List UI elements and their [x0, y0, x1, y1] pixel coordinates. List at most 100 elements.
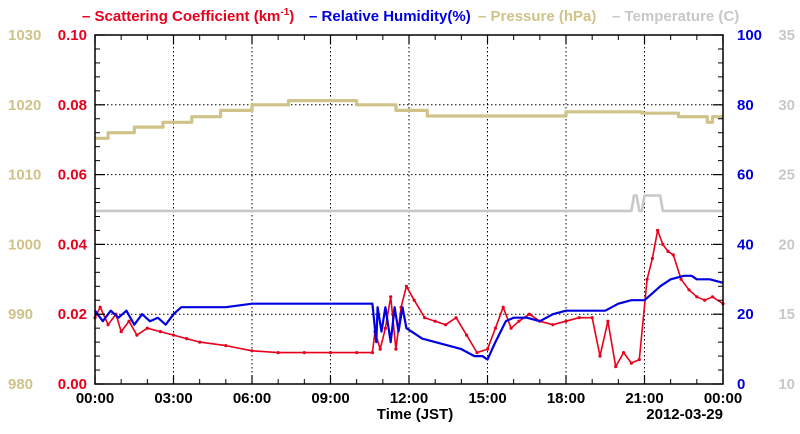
scattering-point: [98, 305, 102, 309]
scattering-point: [527, 312, 532, 316]
y-tick-label-humidity: 100: [737, 27, 762, 44]
y-axis-pressure: 980 990 1000 1010 1020 1030: [8, 27, 41, 393]
scattering-point: [106, 323, 110, 327]
scattering-point: [517, 319, 521, 323]
scattering-point: [145, 326, 149, 330]
legend-pressure-dash: –: [478, 8, 491, 25]
y-tick-label-temperature: 25: [778, 167, 795, 184]
scattering-point: [622, 351, 626, 355]
scattering-point: [404, 284, 408, 288]
legend-scattering-sup: -1: [280, 7, 289, 18]
scattering-point: [598, 354, 602, 358]
scattering-point: [328, 351, 333, 355]
y-tick-label-pressure: 1010: [8, 167, 41, 184]
y-tick-label-temperature: 35: [778, 27, 795, 44]
scattering-point: [185, 337, 189, 341]
series-line-humidity: [94, 274, 724, 361]
y-tick-label-scattering: 0.00: [58, 376, 87, 393]
legend-scattering-suffix: ): [289, 8, 294, 25]
legend-humidity: – Relative Humidity(%): [309, 8, 471, 25]
scattering-point: [475, 351, 479, 355]
y-tick-label-humidity: 20: [737, 306, 754, 323]
scattering-point: [412, 298, 416, 302]
scattering-point: [198, 340, 202, 344]
scattering-point: [378, 347, 382, 351]
scattering-point: [564, 319, 568, 323]
scattering-point: [614, 365, 618, 369]
y-tick-label-scattering: 0.06: [58, 167, 87, 184]
y-tick-label-humidity: 40: [737, 236, 754, 253]
scattering-point: [671, 253, 675, 257]
y-axis-temperature: 10 15 20 25 30 35: [778, 27, 795, 393]
legend: – Scattering Coefficient (km-1) – Relati…: [82, 7, 739, 25]
scattering-point: [127, 319, 131, 323]
legend-humidity-dash: –: [309, 8, 322, 25]
scattering-point: [710, 295, 715, 299]
y-tick-label-humidity: 80: [737, 97, 754, 114]
scattering-point: [485, 347, 490, 351]
scattering-point: [383, 326, 387, 330]
x-tick-label: 00:00: [76, 390, 114, 407]
legend-scattering: – Scattering Coefficient (km-1): [82, 7, 294, 25]
scattering-point: [135, 333, 139, 337]
scattering-point: [606, 319, 610, 323]
series-line-scattering: [94, 229, 724, 368]
scattering-point: [389, 295, 393, 299]
scattering-point: [444, 323, 448, 327]
scattering-point: [687, 288, 691, 292]
y-tick-label-pressure: 990: [8, 306, 33, 323]
scattering-point: [158, 330, 162, 334]
scattering-point: [423, 316, 427, 320]
scattering-point: [577, 316, 581, 320]
y-tick-label-temperature: 15: [778, 306, 795, 323]
legend-humidity-label: Relative Humidity(%): [322, 8, 471, 25]
y-tick-label-pressure: 1030: [8, 27, 41, 44]
series-line-pressure: [95, 98, 723, 140]
scattering-point: [650, 256, 655, 260]
scattering-point: [370, 351, 374, 355]
date-label: 2012-03-29: [646, 406, 723, 423]
x-tick-label: 21:00: [625, 390, 663, 407]
scattering-point: [637, 358, 641, 362]
legend-scattering-label: Scattering Coefficient (km: [95, 8, 281, 25]
scattering-point: [250, 349, 254, 353]
y-tick-label-humidity: 60: [737, 167, 754, 184]
x-tick-label: 12:00: [390, 390, 428, 407]
scattering-point: [656, 228, 660, 232]
legend-pressure-label: Pressure (hPa): [491, 8, 597, 25]
x-axis: 00:00 03:00 06:00 09:00 12:00 15:00 18:00 21:00…: [76, 35, 742, 407]
scattering-point: [433, 319, 437, 323]
scattering-point: [661, 242, 665, 246]
y-tick-label-temperature: 10: [778, 376, 795, 393]
series-line-temperature: [95, 194, 723, 213]
x-axis-title: Time (JST): [377, 406, 453, 423]
scattering-point: [590, 316, 594, 320]
y-tick-label-scattering: 0.08: [58, 97, 87, 114]
grid: [95, 35, 723, 384]
y-tick-label-pressure: 1000: [8, 236, 41, 253]
scattering-point: [465, 333, 469, 337]
x-tick-label: 15:00: [468, 390, 506, 407]
x-tick-label: 18:00: [547, 390, 585, 407]
y-tick-label-pressure: 1020: [8, 97, 41, 114]
x-tick-label: 03:00: [154, 390, 192, 407]
legend-temperature-suffix: C): [723, 8, 739, 25]
series-layer: [93, 98, 725, 369]
scattering-point: [509, 326, 513, 330]
scattering-point: [679, 277, 683, 281]
scattering-point: [454, 316, 458, 320]
scattering-point: [119, 330, 123, 334]
y-axis-scattering: 0.00 0.02 0.04 0.06 0.08 0.10: [58, 27, 105, 393]
y-tick-label-scattering: 0.04: [58, 236, 88, 253]
y-tick-label-humidity: 0: [737, 376, 745, 393]
y-axis-humidity: 0 20 40 60 80 100: [713, 27, 762, 393]
x-tick-label: 00:00: [704, 390, 742, 407]
scattering-point: [695, 295, 699, 299]
scattering-point: [394, 347, 398, 351]
scattering-point: [493, 326, 497, 330]
y-tick-label-temperature: 20: [778, 236, 795, 253]
legend-temperature-dash: –: [612, 8, 625, 25]
y-tick-label-pressure: 980: [8, 376, 33, 393]
scattering-point: [302, 351, 306, 355]
